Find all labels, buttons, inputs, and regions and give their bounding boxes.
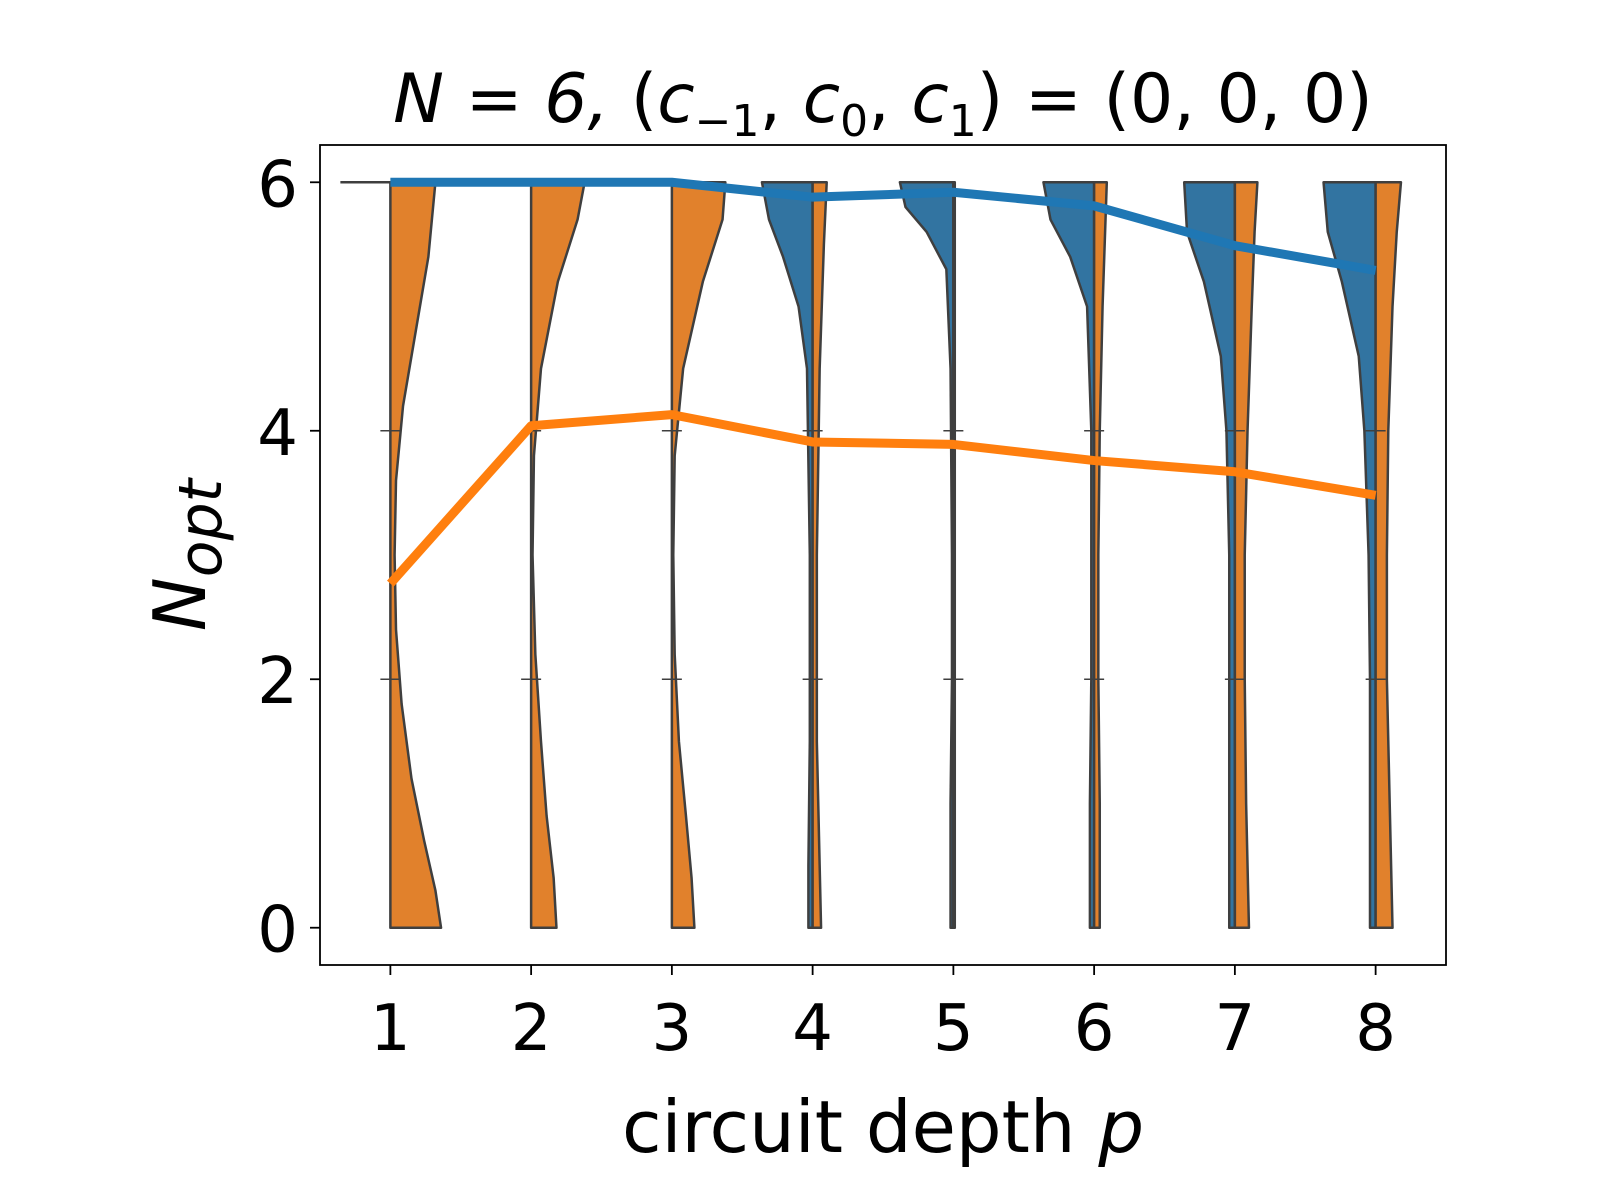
y-tick-label-0: 0: [257, 894, 298, 968]
violin-group: [340, 181, 1403, 929]
violin-1-right-half: [389, 181, 443, 929]
series-line-orange: [387, 410, 1377, 587]
violin-3: [621, 181, 727, 929]
series-lines: [387, 177, 1377, 587]
violin-6: [1042, 181, 1109, 929]
violin-4-left-half: [760, 181, 814, 929]
x-tick-label-5: 5: [933, 992, 974, 1066]
x-axis-label: circuit depth p: [622, 1085, 1144, 1169]
violin-3-right-half: [670, 181, 727, 929]
x-tick-label-2: 2: [511, 992, 552, 1066]
y-tick-label-4: 4: [257, 397, 298, 471]
violin-8-left-half: [1322, 181, 1377, 929]
violin-4: [760, 181, 828, 929]
x-tick-label-8: 8: [1355, 992, 1396, 1066]
series-line-blue: [390, 177, 1377, 275]
x-tick-label-1: 1: [370, 992, 411, 1066]
violin-4-right-half: [811, 181, 828, 929]
violin-2-right-half: [529, 181, 586, 929]
y-tick-label-2: 2: [257, 645, 298, 719]
violin-6-left-half: [1042, 181, 1096, 929]
x-tick-label-3: 3: [652, 992, 693, 1066]
violin-8-right-half: [1374, 181, 1403, 929]
violin-5: [898, 181, 964, 929]
violin-8: [1322, 181, 1403, 929]
violin-5-right-half: [952, 181, 957, 929]
x-tick-label-4: 4: [792, 992, 833, 1066]
y-axis-label: Nopt: [138, 476, 236, 631]
violin-7-left-half: [1182, 181, 1237, 929]
y-axis: 0 2 4 6: [257, 148, 320, 968]
y-tick-label-6: 6: [257, 148, 298, 222]
x-tick-label-6: 6: [1074, 992, 1115, 1066]
plot-frame: [319, 144, 1447, 966]
violin-7-right-half: [1233, 181, 1259, 929]
x-tick-label-7: 7: [1215, 992, 1256, 1066]
violin-6-right-half: [1092, 181, 1109, 929]
violin-1: [340, 181, 443, 929]
chart-title: N = 6, (c−1, c0, c1) = (0, 0, 0): [393, 60, 1373, 147]
violin-5-left-half: [898, 181, 955, 929]
violin-7: [1182, 181, 1259, 929]
x-axis: 1 2 3 4 5 6 7 8: [370, 965, 1396, 1066]
violin-2: [481, 181, 586, 929]
